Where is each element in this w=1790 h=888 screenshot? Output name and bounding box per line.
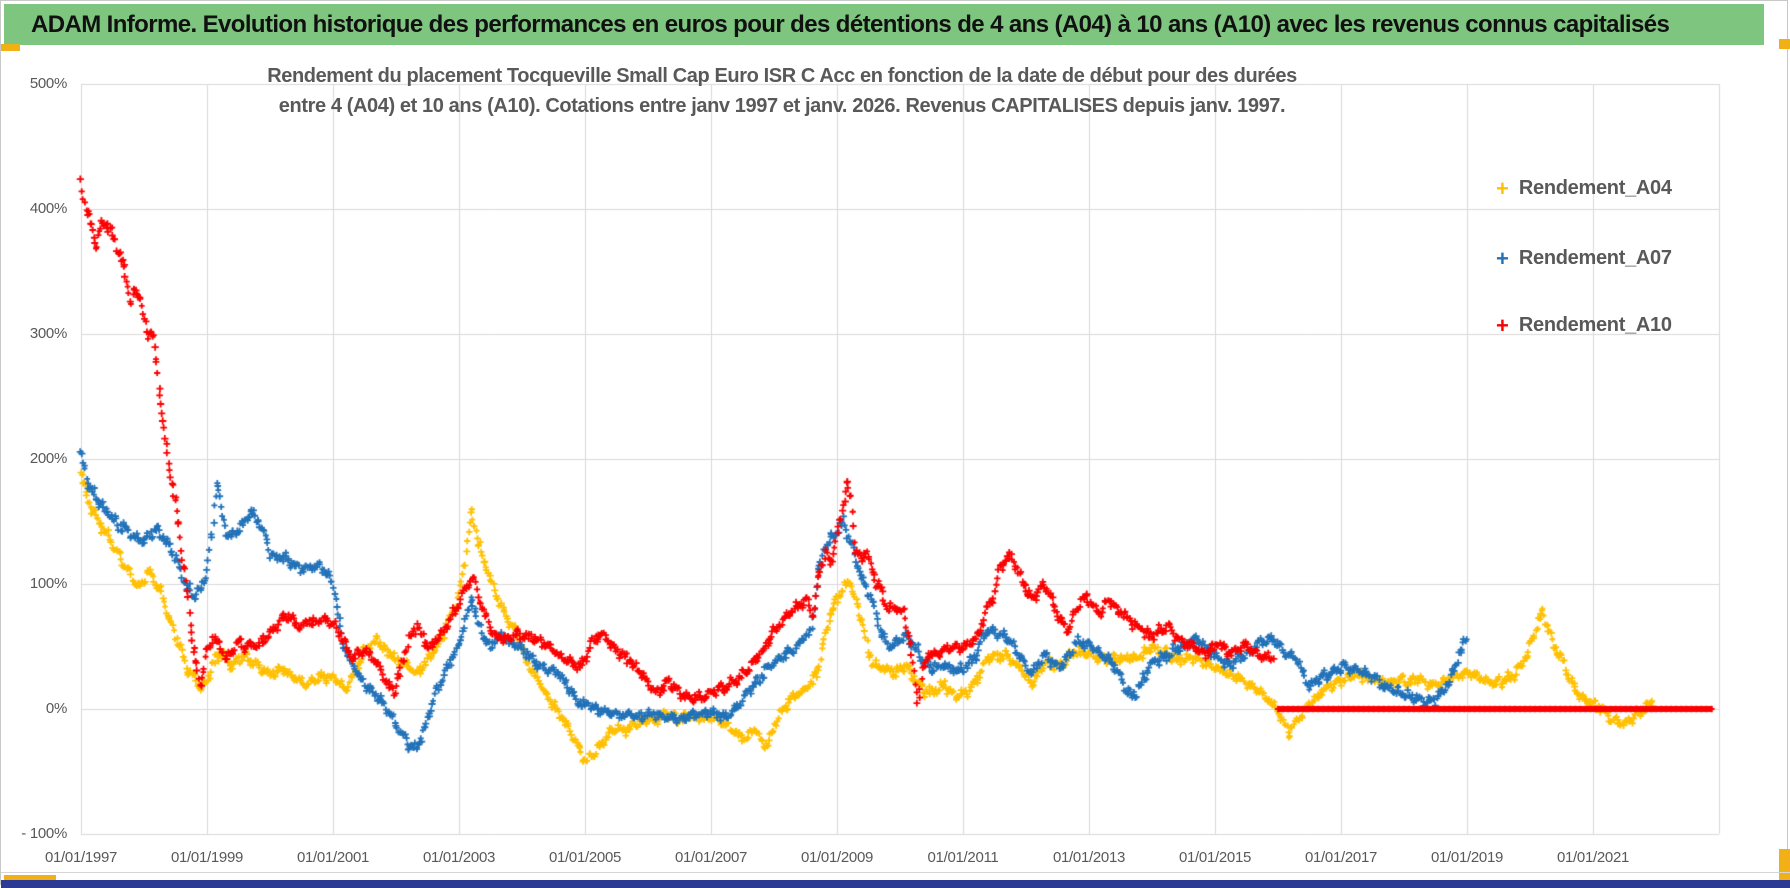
plus-marker-icon: +	[1496, 312, 1509, 338]
y-tick-label: 200%	[29, 450, 67, 467]
x-tick-label: 01/01/2011	[927, 849, 999, 866]
x-tick-label: 01/01/2003	[422, 849, 496, 866]
x-tick-label: 01/01/2021	[1556, 849, 1630, 866]
x-tick-label: 01/01/2007	[674, 849, 748, 866]
y-tick-label: 500%	[29, 75, 67, 92]
legend-item-a10[interactable]: + Rendement_A10	[1496, 314, 1672, 337]
y-tick-label: 0%	[45, 700, 67, 717]
y-tick-label: 100%	[29, 575, 67, 592]
x-tick-label: 01/01/2017	[1304, 849, 1378, 866]
x-tick-label: 01/01/2001	[296, 849, 370, 866]
chart-title-line1: Rendement du placement Tocqueville Small…	[267, 65, 1297, 87]
x-tick-label: 01/01/2015	[1178, 849, 1252, 866]
chart-title: Rendement du placement Tocqueville Small…	[81, 61, 1483, 121]
x-tick-label: 01/01/2005	[548, 849, 622, 866]
legend-label: Rendement_A04	[1518, 177, 1672, 199]
y-tick-label: - 100%	[21, 825, 67, 842]
x-tick-label: 01/01/1997	[44, 849, 118, 866]
y-tick-label: 400%	[29, 200, 67, 217]
x-tick-label: 01/01/2009	[800, 849, 874, 866]
x-tick-label: 01/01/2019	[1430, 849, 1504, 866]
x-tick-label: 01/01/2013	[1052, 849, 1126, 866]
plus-marker-icon: +	[1496, 245, 1509, 271]
y-tick-label: 300%	[29, 325, 67, 342]
plus-marker-icon: +	[1496, 175, 1509, 201]
x-tick-label: 01/01/1999	[170, 849, 244, 866]
chart-title-line2: entre 4 (A04) et 10 ans (A10). Cotations…	[278, 95, 1286, 117]
legend-item-a04[interactable]: + Rendement_A04	[1496, 177, 1672, 200]
legend-label: Rendement_A07	[1518, 247, 1672, 269]
legend-item-a07[interactable]: + Rendement_A07	[1496, 247, 1672, 270]
legend-label: Rendement_A10	[1518, 314, 1672, 336]
